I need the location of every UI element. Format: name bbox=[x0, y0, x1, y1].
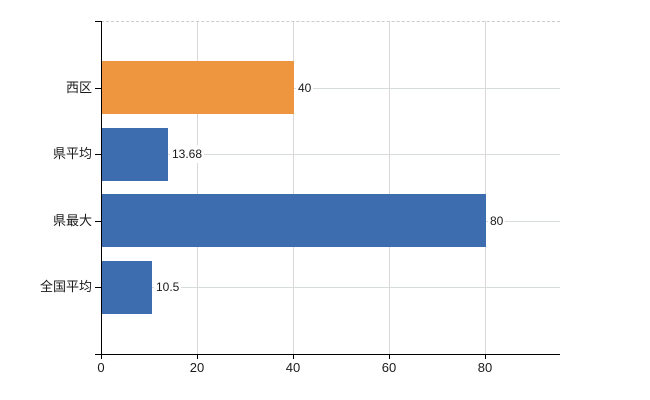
h-gridline bbox=[101, 287, 560, 288]
v-gridline bbox=[197, 21, 198, 354]
y-axis bbox=[101, 21, 102, 355]
y-axis-tick bbox=[95, 88, 101, 89]
h-gridline bbox=[101, 88, 560, 89]
y-axis-tick bbox=[95, 154, 101, 155]
v-gridline bbox=[485, 21, 486, 354]
x-axis-tick bbox=[197, 354, 198, 359]
x-axis-tick bbox=[389, 354, 390, 359]
x-axis-tick bbox=[293, 354, 294, 359]
value-label: 13.68 bbox=[170, 145, 205, 163]
x-tick-label: 20 bbox=[189, 360, 205, 375]
category-label: 県平均 bbox=[52, 146, 92, 161]
y-axis-tick bbox=[95, 287, 101, 288]
category-label: 県最大 bbox=[52, 213, 92, 228]
category-label: 西区 bbox=[65, 80, 92, 95]
bar bbox=[102, 128, 168, 181]
v-gridline bbox=[389, 21, 390, 354]
x-axis bbox=[95, 354, 560, 355]
x-tick-label: 40 bbox=[285, 360, 301, 375]
value-label: 40 bbox=[296, 79, 314, 97]
bar bbox=[102, 194, 486, 247]
plot-top-border bbox=[101, 21, 560, 22]
h-gridline bbox=[101, 154, 560, 155]
category-label: 全国平均 bbox=[39, 279, 92, 294]
y-axis-top-tick bbox=[95, 21, 101, 22]
x-axis-tick bbox=[485, 354, 486, 359]
x-axis-tick bbox=[101, 354, 102, 359]
bar bbox=[102, 61, 294, 114]
x-tick-label: 80 bbox=[477, 360, 493, 375]
y-axis-tick bbox=[95, 221, 101, 222]
v-gridline bbox=[293, 21, 294, 354]
x-tick-label: 60 bbox=[381, 360, 397, 375]
bar bbox=[102, 261, 152, 314]
x-tick-label: 0 bbox=[97, 360, 105, 375]
value-label: 10.5 bbox=[154, 278, 182, 296]
value-label: 80 bbox=[488, 212, 506, 230]
